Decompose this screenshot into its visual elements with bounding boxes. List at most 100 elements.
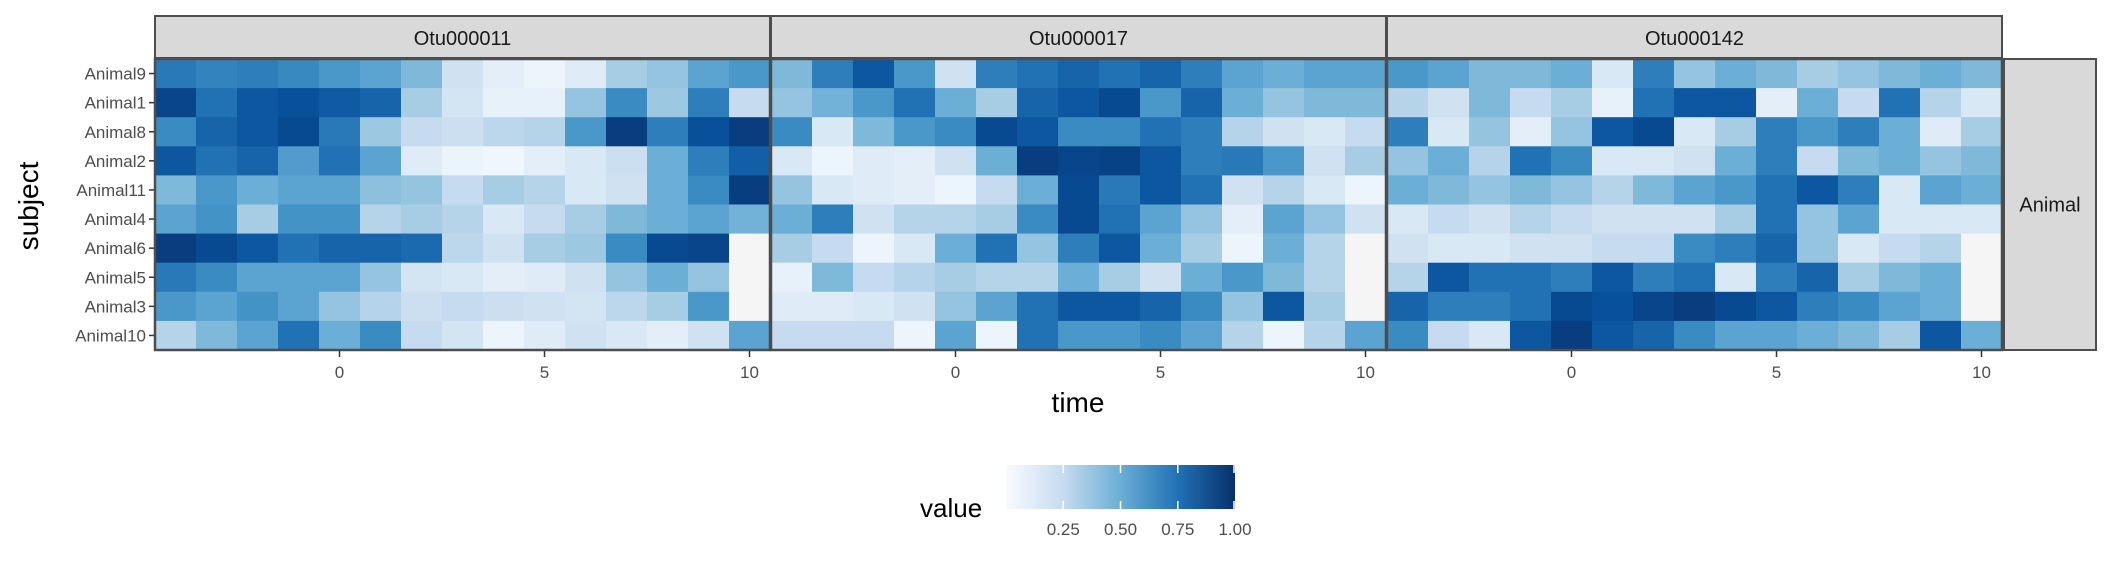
legend: value 0.25 0.50 0.75 1.00 (920, 465, 1252, 539)
panel-otu000017: Otu000017 (769, 15, 1388, 352)
heatmap-cell (976, 88, 1018, 118)
heatmap-cell (894, 262, 936, 293)
heatmap-cell (1263, 88, 1305, 118)
heatmap-cell (360, 262, 402, 293)
heatmap-cell (935, 262, 977, 293)
heatmap-cell (1961, 291, 2003, 322)
heatmap-cell (729, 59, 771, 89)
heatmap-cell (647, 117, 689, 147)
heatmap-cell (483, 291, 525, 322)
heatmap-cell (771, 59, 813, 89)
heatmap-cell (812, 88, 854, 118)
heatmap-cell (1592, 204, 1634, 235)
heatmap-cell (771, 88, 813, 118)
heatmap-cell (196, 291, 238, 322)
heatmap-cell (1181, 291, 1223, 322)
heatmap-cell (524, 117, 566, 147)
facet-strip-label: Otu000142 (1645, 28, 1744, 50)
heatmap-cell (1674, 88, 1716, 118)
heatmap-cell (1715, 175, 1757, 206)
heatmap-cell (1961, 146, 2003, 176)
heatmap-cell (1633, 204, 1675, 235)
legend-ticks: 0.25 0.50 0.75 1.00 (1047, 465, 1252, 539)
heatmap-cell (1345, 291, 1387, 322)
heatmap-cell (1058, 262, 1100, 293)
heatmap-cell (155, 233, 197, 264)
heatmap-cell (1181, 88, 1223, 118)
heatmap-cell (771, 146, 813, 176)
heatmap-cell (483, 175, 525, 206)
heatmap-cell (278, 59, 320, 89)
heatmap-cell (1181, 204, 1223, 235)
heatmap-cell (1510, 175, 1552, 206)
heatmap-cell (1838, 117, 1880, 147)
heatmap-cell (278, 204, 320, 235)
heatmap-cell (688, 320, 730, 351)
heatmap-cell (360, 233, 402, 264)
heatmap-cell (1920, 146, 1962, 176)
x-tick-label: 10 (1972, 363, 1991, 382)
heatmap-cell (442, 88, 484, 118)
heatmap-cell (976, 233, 1018, 264)
heatmap-cell (401, 117, 443, 147)
heatmap-cell (565, 320, 607, 351)
panel-otu000011: Otu000011 (153, 15, 772, 352)
heatmap-cell (1387, 262, 1429, 293)
x-axes: 0 5 10 0 5 10 0 5 10 (335, 351, 1991, 382)
heatmap-cell (1222, 320, 1264, 351)
heatmap-cell (1551, 59, 1593, 89)
heatmap-cell (1879, 59, 1921, 89)
heatmap-cell (1222, 262, 1264, 293)
heatmap-cell (935, 146, 977, 176)
heatmap-cell (155, 175, 197, 206)
heatmap-cell (483, 262, 525, 293)
heatmap-cell (524, 320, 566, 351)
heatmap-cell (1017, 88, 1059, 118)
heatmap-cell (894, 233, 936, 264)
heatmap-cell (1345, 175, 1387, 206)
heatmap-cell (688, 146, 730, 176)
heatmap-cell (771, 291, 813, 322)
heatmap-cell (1345, 146, 1387, 176)
y-tick-label: Animal6 (85, 239, 146, 258)
heatmap-cell (1345, 233, 1387, 264)
heatmap-cell (1838, 88, 1880, 118)
heatmap-cell (1879, 233, 1921, 264)
heatmap-cell (155, 88, 197, 118)
heatmap-cell (1469, 262, 1511, 293)
heatmap-cell (524, 262, 566, 293)
heatmap-cell (524, 233, 566, 264)
heatmap-cell (442, 320, 484, 351)
heatmap-cell (647, 146, 689, 176)
heatmap-cell (688, 204, 730, 235)
heatmap-cell (1469, 320, 1511, 351)
heatmap-cell (606, 204, 648, 235)
heatmap-cell (565, 117, 607, 147)
heatmap-cell (1715, 117, 1757, 147)
heatmap-cell (1510, 204, 1552, 235)
heatmap-cell (1674, 146, 1716, 176)
panels-layer: Otu000011 Otu000017 Otu000142 (153, 15, 2004, 352)
heatmap-cell (1099, 175, 1141, 206)
heatmap-cell (1387, 117, 1429, 147)
heatmap-cell (1592, 146, 1634, 176)
heatmap-cell (1920, 175, 1962, 206)
heatmap-cell (1961, 117, 2003, 147)
heatmap-cell (771, 320, 813, 351)
heatmap-cell (1715, 291, 1757, 322)
heatmap-cell (976, 146, 1018, 176)
x-axis-title: time (1052, 387, 1105, 418)
heatmap-cell (853, 262, 895, 293)
heatmap-cell (442, 59, 484, 89)
heatmap-cell (894, 175, 936, 206)
heatmap-cell (1428, 88, 1470, 118)
heatmap-cell (1838, 146, 1880, 176)
heatmap-cell (1428, 59, 1470, 89)
heatmap-cell (1140, 88, 1182, 118)
heatmap-cell (1797, 262, 1839, 293)
heatmap-cell (1838, 291, 1880, 322)
heatmap-cell (1017, 146, 1059, 176)
heatmap-cell (1304, 233, 1346, 264)
heatmap-cell (1058, 233, 1100, 264)
heatmap-cell (894, 204, 936, 235)
